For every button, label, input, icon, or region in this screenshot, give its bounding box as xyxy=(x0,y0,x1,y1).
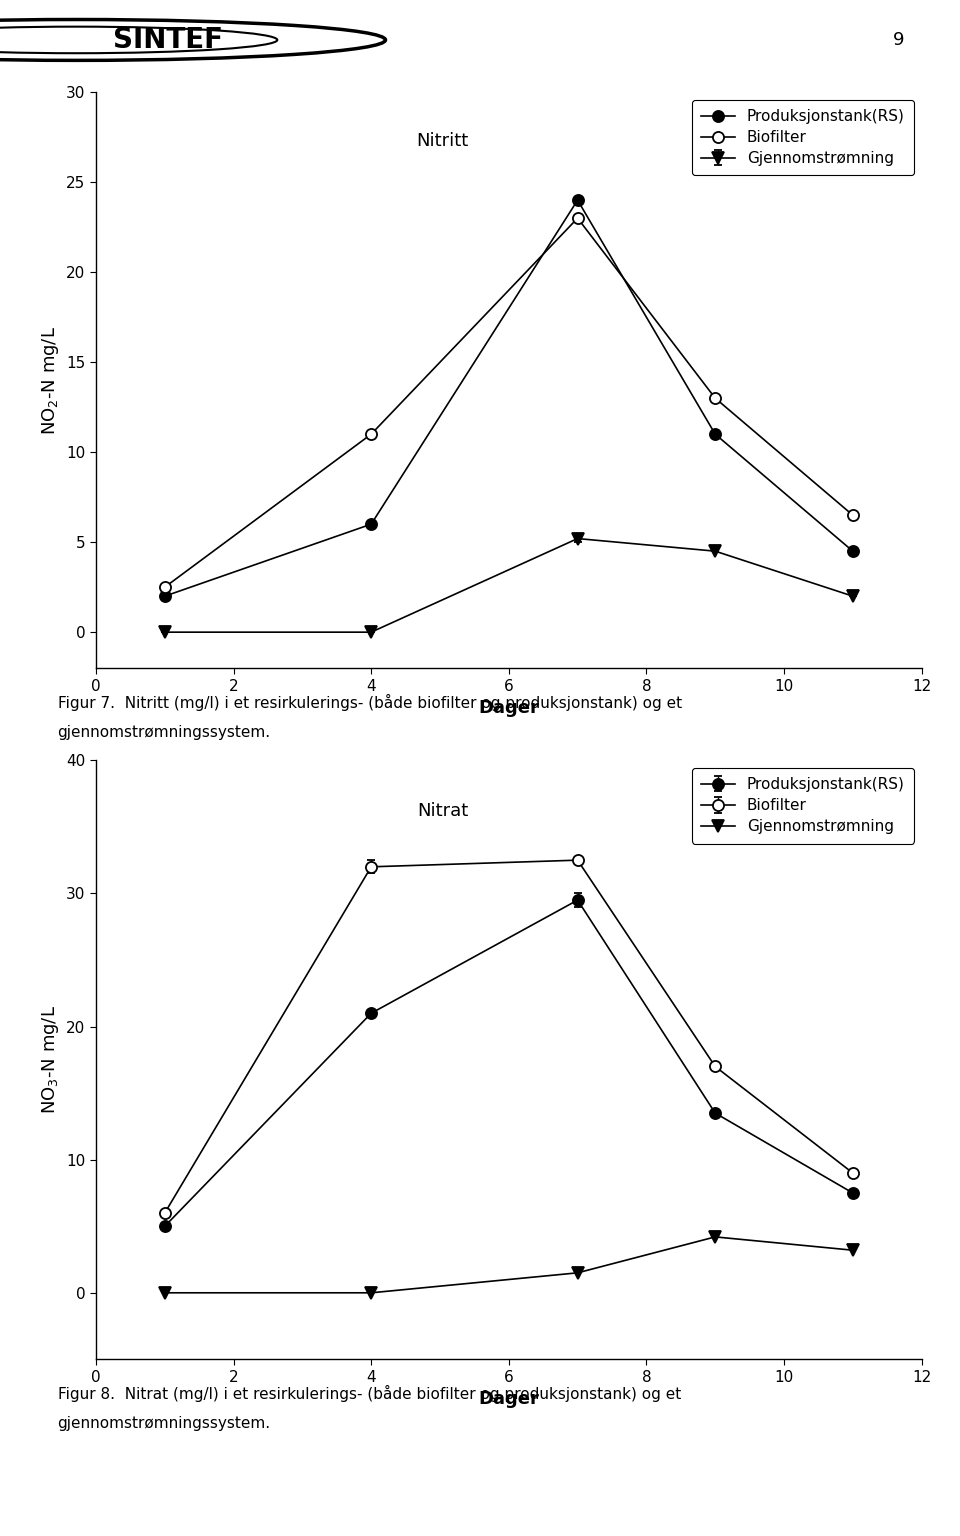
Text: Figur 7.  Nitritt (mg/l) i et resirkulerings- (både biofilter og produksjonstank: Figur 7. Nitritt (mg/l) i et resirkuleri… xyxy=(58,694,682,711)
Text: SINTEF: SINTEF xyxy=(113,26,224,54)
Gjennomstrømning xyxy=(572,1264,584,1283)
Produksjonstank(RS) xyxy=(159,587,171,605)
Y-axis label: NO$_3$-N mg/L: NO$_3$-N mg/L xyxy=(39,1006,60,1114)
Legend: Produksjonstank(RS), Biofilter, Gjennomstrømning: Produksjonstank(RS), Biofilter, Gjennoms… xyxy=(692,768,914,843)
Produksjonstank(RS) xyxy=(847,542,858,561)
Text: 9: 9 xyxy=(893,31,904,49)
Line: Gjennomstrømning: Gjennomstrømning xyxy=(159,1232,858,1298)
Biofilter xyxy=(572,209,584,227)
Gjennomstrømning xyxy=(366,1284,377,1303)
Y-axis label: NO$_2$-N mg/L: NO$_2$-N mg/L xyxy=(39,326,60,435)
Biofilter xyxy=(709,389,721,407)
Gjennomstrømning xyxy=(709,1227,721,1246)
Legend: Produksjonstank(RS), Biofilter, Gjennomstrømning: Produksjonstank(RS), Biofilter, Gjennoms… xyxy=(692,100,914,175)
Biofilter xyxy=(366,425,377,444)
Line: Biofilter: Biofilter xyxy=(159,212,858,593)
Text: Nitritt: Nitritt xyxy=(417,132,468,151)
Produksjonstank(RS) xyxy=(366,515,377,533)
Produksjonstank(RS) xyxy=(709,425,721,444)
Produksjonstank(RS) xyxy=(572,190,584,209)
Gjennomstrømning xyxy=(847,1241,858,1260)
Text: Nitrat: Nitrat xyxy=(418,802,468,820)
X-axis label: Dager: Dager xyxy=(478,1390,540,1409)
Biofilter xyxy=(159,578,171,596)
Text: gjennomstrømningssystem.: gjennomstrømningssystem. xyxy=(58,725,271,740)
Text: Figur 8.  Nitrat (mg/l) i et resirkulerings- (både biofilter og produksjonstank): Figur 8. Nitrat (mg/l) i et resirkulerin… xyxy=(58,1385,681,1402)
Biofilter xyxy=(847,505,858,524)
Line: Produksjonstank(RS): Produksjonstank(RS) xyxy=(159,195,858,602)
X-axis label: Dager: Dager xyxy=(478,699,540,717)
Gjennomstrømning xyxy=(159,1284,171,1303)
Text: gjennomstrømningssystem.: gjennomstrømningssystem. xyxy=(58,1416,271,1432)
